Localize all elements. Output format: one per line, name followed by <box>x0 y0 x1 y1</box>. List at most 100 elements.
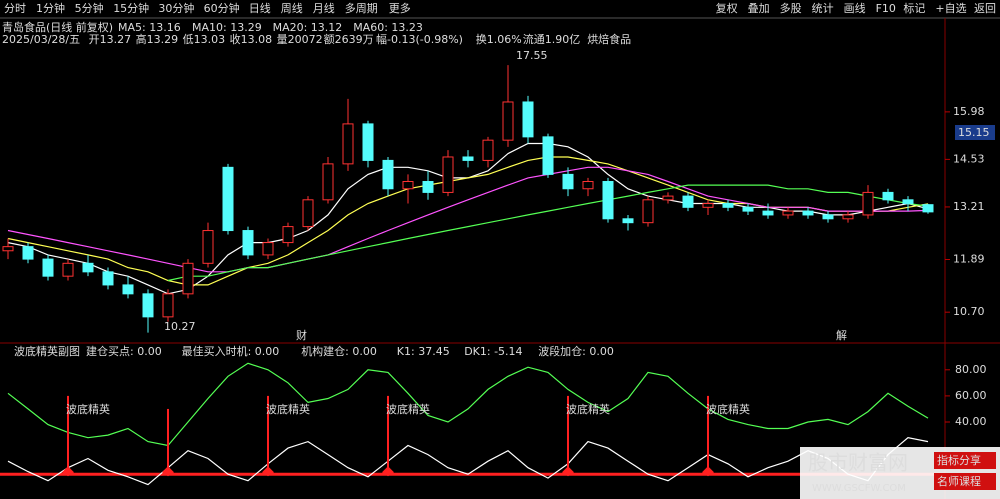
candle-body <box>702 203 714 208</box>
candle-body <box>322 163 334 201</box>
candle-body <box>922 204 934 213</box>
candle-body <box>2 246 14 252</box>
tab[interactable]: 15分钟 <box>113 1 149 15</box>
y-tick-label: 13.21 <box>953 200 985 213</box>
candle-body <box>262 242 274 256</box>
legend-entry: DK1: -5.14 <box>464 345 522 358</box>
candle-body <box>422 181 434 193</box>
legend-entry: 机构建仓: 0.00 <box>301 344 377 358</box>
candle-body <box>662 195 674 201</box>
candle-body <box>182 262 194 295</box>
watermark-title: 股市财富网 <box>808 451 908 475</box>
legend-entry: K1: 37.45 <box>397 345 450 358</box>
legend-entry: MA5: 13.16 <box>118 21 181 34</box>
legend-entry: 波段加仓: 0.00 <box>538 344 614 358</box>
watermark-url: WWW.GSCFW.COM <box>812 483 906 494</box>
toolbar-button[interactable]: +自选 <box>935 2 966 15</box>
stock-name: 青岛食品(日线 前复权) <box>2 20 113 34</box>
annotation: 17.55 <box>516 49 548 62</box>
candle-body <box>82 262 94 273</box>
candle-body <box>502 101 514 141</box>
tab[interactable]: 1分钟 <box>36 1 65 15</box>
candle-body <box>882 191 894 201</box>
candle-body <box>402 181 414 190</box>
signal-diamond <box>162 466 174 477</box>
quote-field: 流通1.90亿 <box>523 32 581 46</box>
legend-entry: MA60: 13.23 <box>353 21 423 34</box>
candle-body <box>462 156 474 161</box>
candle-body <box>442 156 454 193</box>
candle-body <box>682 195 694 208</box>
signal-label: 波底精英 <box>386 402 430 416</box>
candle-body <box>802 210 814 216</box>
candle-body <box>542 136 554 175</box>
ma-line <box>7 166 929 273</box>
signal-diamond <box>62 466 74 477</box>
tab[interactable]: 多周期 <box>345 1 378 15</box>
toolbar-button[interactable]: 标记 <box>903 1 925 15</box>
legend-entry: 建仓买点: 0.00 <box>86 344 162 358</box>
candle-body <box>62 262 74 277</box>
candle-body <box>302 199 314 228</box>
candle-body <box>602 181 614 220</box>
legend-entry: MA10: 13.29 <box>192 21 262 34</box>
toolbar-button[interactable]: 画线 <box>844 1 866 15</box>
signal-label: 波底精英 <box>66 402 110 416</box>
candle-body <box>22 246 34 260</box>
candle-body <box>222 166 234 232</box>
candle-body <box>342 123 354 165</box>
toolbar-button[interactable]: 叠加 <box>748 2 770 15</box>
toolbar-button[interactable]: 统计 <box>812 2 834 15</box>
y-tick-label: 15.98 <box>953 105 985 118</box>
candle-body <box>582 181 594 190</box>
event-marker: 财 <box>296 328 307 342</box>
y-tick-label: 14.53 <box>953 152 985 165</box>
toolbar-button[interactable]: 返回 <box>974 2 996 15</box>
watermark-tag-label: 指标分享 <box>937 453 981 467</box>
quote-field: 额2639万 <box>324 33 374 46</box>
candle-body <box>122 284 134 295</box>
tab[interactable]: 分时 <box>4 2 26 15</box>
tab[interactable]: 月线 <box>313 1 335 15</box>
annotation: 10.27 <box>164 320 196 333</box>
legend-entry: 最佳买入时机: 0.00 <box>182 344 280 358</box>
tab[interactable]: 30分钟 <box>158 1 194 15</box>
y-tick-label: 60.00 <box>955 389 987 402</box>
indicator-line <box>7 362 929 447</box>
watermark-tag-label: 名师课程 <box>937 474 981 488</box>
toolbar-button[interactable]: 多股 <box>780 1 802 15</box>
toolbar-button[interactable]: 复权 <box>716 1 738 15</box>
tab[interactable]: 5分钟 <box>75 1 104 15</box>
signal-label: 波底精英 <box>566 402 610 416</box>
candle-body <box>782 210 794 216</box>
price-box-label: 15.15 <box>958 126 990 139</box>
tab[interactable]: 周线 <box>281 1 303 15</box>
candle-body <box>562 173 574 190</box>
legend-entry: MA20: 13.12 <box>273 21 343 34</box>
candle-body <box>902 199 914 205</box>
quote-field: 烘焙食品 <box>587 32 631 46</box>
candle-body <box>242 230 254 256</box>
tab[interactable]: 60分钟 <box>204 1 240 15</box>
y-tick-label: 10.70 <box>953 305 985 318</box>
candle-body <box>202 230 214 264</box>
tab[interactable]: 更多 <box>389 1 411 15</box>
quote-field: 开13.27 <box>89 33 132 46</box>
signal-diamond <box>382 466 394 477</box>
tab[interactable]: 日线 <box>249 1 271 15</box>
signal-label: 波底精英 <box>266 402 310 416</box>
candle-body <box>822 214 834 220</box>
candle-body <box>482 139 494 161</box>
quote-field: 幅-0.13(-0.98%) <box>376 33 463 46</box>
toolbar-button[interactable]: F10 <box>876 2 896 15</box>
quote-field: 换1.06% <box>476 32 522 46</box>
price-box <box>955 125 995 140</box>
candle-body <box>742 206 754 212</box>
candle-body <box>142 293 154 318</box>
quote-field: 量20072 <box>277 33 323 46</box>
quote-field: 高13.29 <box>136 32 179 46</box>
y-tick-label: 80.00 <box>955 363 987 376</box>
candle-body <box>842 214 854 220</box>
quote-field: 收13.08 <box>230 32 273 46</box>
